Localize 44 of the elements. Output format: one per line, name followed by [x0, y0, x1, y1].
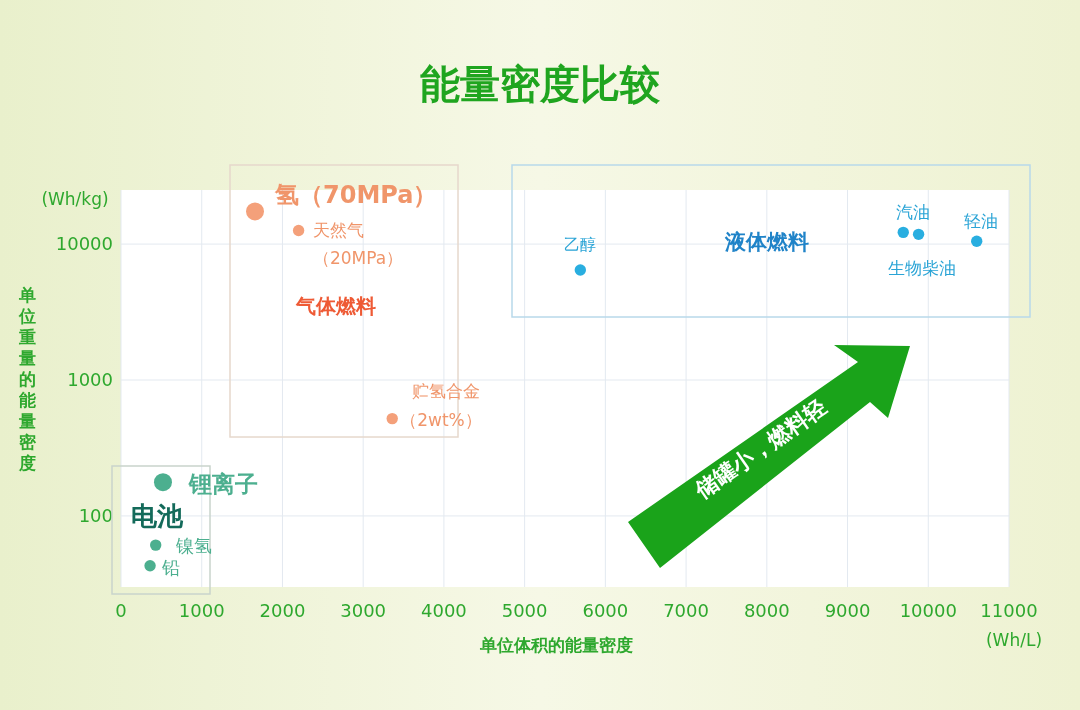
annotation: 贮氢合金 — [412, 381, 480, 401]
annotation: 锂离子 — [187, 471, 258, 498]
annotation: 储罐小，燃料轻 — [690, 394, 832, 504]
text: (Wh/kg) — [41, 189, 109, 209]
x-tick-label: 2000 — [259, 600, 306, 621]
x-tick-label: 1000 — [178, 600, 225, 621]
annotation: 镍氢 — [174, 535, 212, 557]
annotation: 生物柴油 — [887, 258, 956, 279]
chart-title: 能量密度比较 — [420, 61, 661, 107]
point — [144, 560, 156, 572]
x-tick-label: 9000 — [824, 600, 871, 621]
x-tick-label: 0 — [115, 600, 127, 621]
annotation: 汽油 — [896, 202, 931, 223]
annotation: （20MPa） — [312, 248, 404, 268]
text: (Wh/L) — [985, 630, 1043, 650]
point — [897, 226, 909, 239]
annotation: 天然气 — [312, 220, 364, 241]
x-tick-label: 10000 — [899, 600, 957, 621]
x-tick-label: 7000 — [663, 600, 709, 621]
annotation: 轻油 — [963, 211, 998, 232]
annotation: 气体燃料 — [295, 294, 376, 318]
x-tick-label: 8000 — [743, 600, 790, 621]
y-tick-label: 10000 — [55, 233, 113, 255]
x-tick-label: 4000 — [421, 600, 467, 621]
annotation: 铅 — [161, 556, 181, 578]
annotation: 乙醇 — [564, 234, 597, 254]
x-axis-title: 单位体积的能量密度 — [478, 635, 633, 655]
point — [574, 264, 587, 276]
point — [971, 235, 983, 247]
text: 单位重量的能量密度 — [18, 285, 36, 473]
x-tick-label: 6000 — [582, 600, 629, 621]
x-tick-label: 11000 — [980, 600, 1038, 621]
point — [292, 224, 305, 237]
annotation: 电池 — [131, 501, 184, 531]
x-tick-label: 5000 — [501, 600, 548, 621]
annotation: 液体燃料 — [724, 230, 809, 254]
point — [386, 412, 398, 425]
point — [150, 539, 162, 551]
y-tick-label: 1000 — [67, 369, 113, 391]
point — [912, 228, 925, 241]
x-tick-label: 3000 — [340, 600, 387, 621]
y-tick-label: 100 — [78, 504, 113, 526]
annotation: 氢（70MPa） — [274, 181, 438, 210]
annotation: （2wt%） — [400, 409, 482, 430]
